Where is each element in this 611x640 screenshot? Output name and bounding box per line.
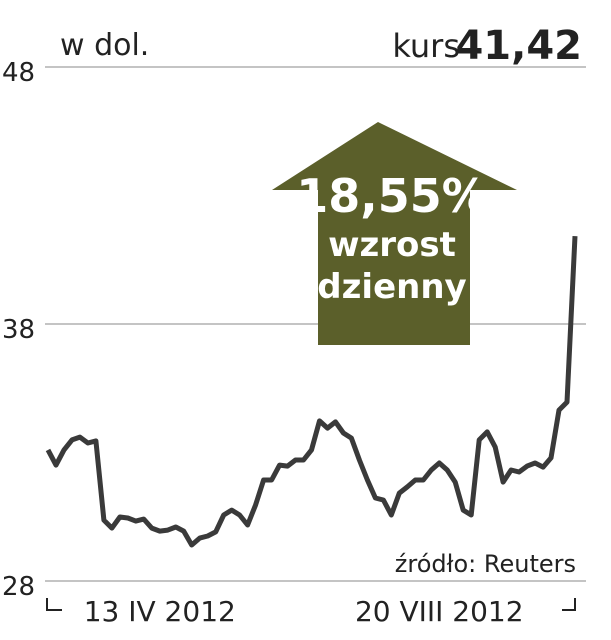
y-tick-label: 28	[2, 572, 35, 602]
annotation-text: dzienny	[317, 267, 466, 307]
y-tick-label: 48	[2, 58, 35, 88]
y-axis-label: w dol.	[60, 28, 149, 63]
x-tick-label: 20 VIII 2012	[355, 595, 524, 628]
source: źródło: Reuters	[395, 550, 576, 578]
x-tick-label: 13 IV 2012	[84, 595, 236, 628]
price-label: kurs	[392, 27, 460, 65]
axis-bracket	[46, 598, 576, 611]
annotation-change: 18,55%	[296, 169, 488, 223]
arrow	[272, 122, 517, 345]
price-value: 41,42	[455, 23, 582, 69]
annotation-text: wzrost	[328, 225, 456, 265]
y-tick-label: 38	[2, 315, 35, 345]
annotation: 18,55% wzrost dzienny	[272, 122, 517, 345]
price-line	[45, 235, 578, 548]
